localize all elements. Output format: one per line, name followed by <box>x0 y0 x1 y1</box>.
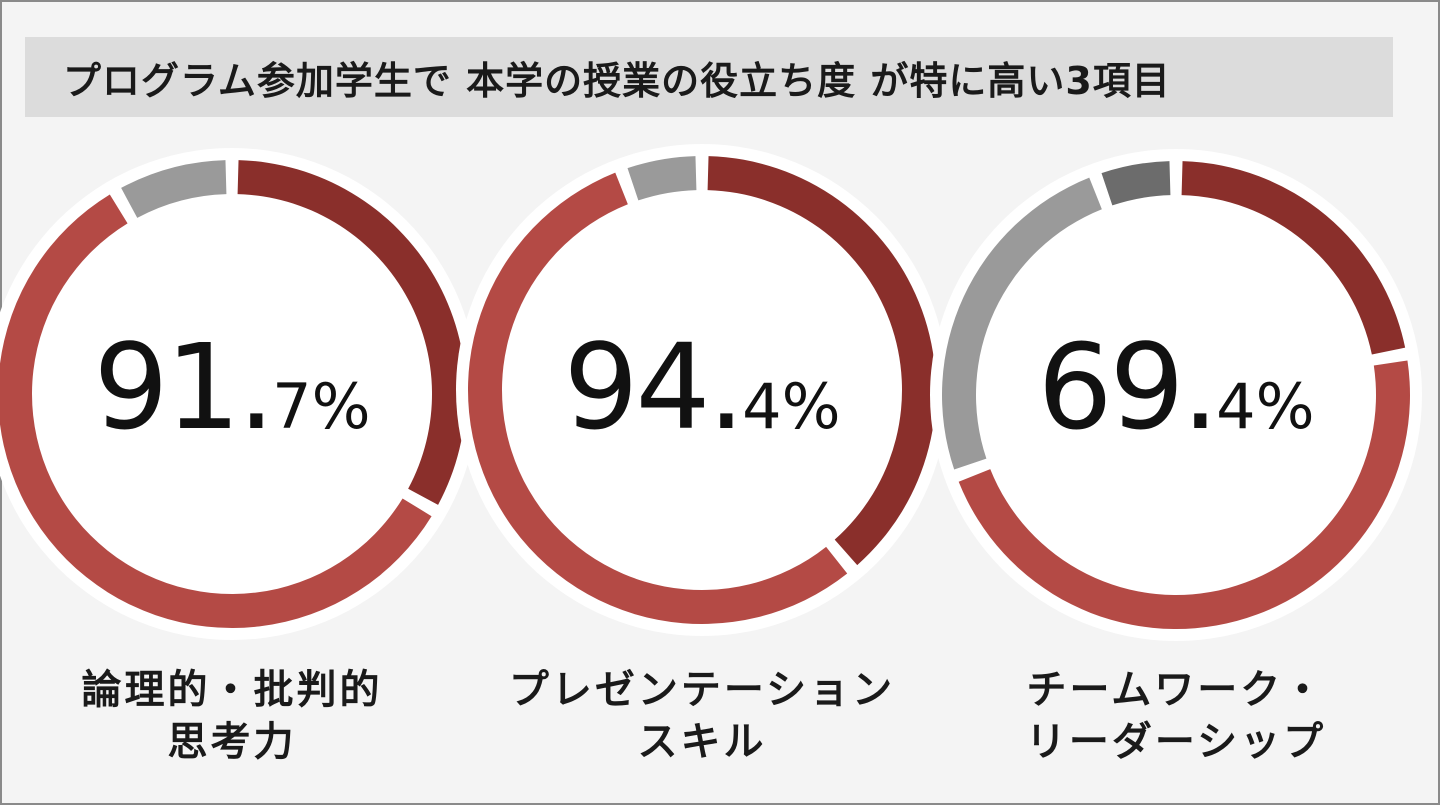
donut-label-2-line2: スキル <box>637 719 767 765</box>
donut-label-3-line2: リーダーシップ <box>1025 719 1327 765</box>
donut-3-slice-2 <box>958 360 1410 630</box>
donut-3-slice-4 <box>1101 161 1171 206</box>
donut-value-1: 91. 7% <box>32 318 432 456</box>
donut-value-3-major: 69. <box>1037 318 1219 456</box>
donut-1-background <box>0 148 478 640</box>
donut-3-background <box>930 149 1422 641</box>
donut-label-1-line1: 論理的・批判的 <box>81 667 383 713</box>
donut-value-2-major: 94. <box>563 318 745 456</box>
donut-chart-3 <box>930 149 1422 641</box>
donut-2-slice-2 <box>468 172 848 624</box>
donut-chart-1 <box>0 148 478 640</box>
donut-3-slice-1 <box>1181 161 1406 355</box>
donut-value-2-minor: 4% <box>742 370 841 443</box>
donut-3-slice-3 <box>942 177 1102 470</box>
donut-1-slice-1 <box>237 160 466 505</box>
donut-chart-2 <box>456 144 948 636</box>
title-bar: プログラム参加学生で 本学の授業の役立ち度 が特に高い3項目 <box>25 37 1393 117</box>
donut-label-3: チームワーク・ リーダーシップ <box>956 664 1396 768</box>
donut-label-2-line1: プレゼンテーション <box>508 667 896 713</box>
donut-2-slice-3 <box>627 156 697 201</box>
donut-value-3: 69. 4% <box>976 318 1376 456</box>
donut-2-background <box>456 144 948 636</box>
donut-value-3-minor: 4% <box>1216 370 1315 443</box>
donut-1-slice-3 <box>121 160 227 218</box>
donut-label-1-line2: 思考力 <box>167 719 297 765</box>
donut-label-3-line1: チームワーク・ <box>1026 667 1326 713</box>
chart-title: プログラム参加学生で 本学の授業の役立ち度 が特に高い3項目 <box>63 58 1171 103</box>
donut-value-2: 94. 4% <box>502 318 902 456</box>
donut-value-1-minor: 7% <box>272 370 371 443</box>
donut-label-1: 論理的・批判的 思考力 <box>12 664 452 768</box>
donut-2-slice-1 <box>707 156 937 566</box>
donut-label-2: プレゼンテーション スキル <box>482 664 922 768</box>
donut-value-1-major: 91. <box>93 318 275 456</box>
